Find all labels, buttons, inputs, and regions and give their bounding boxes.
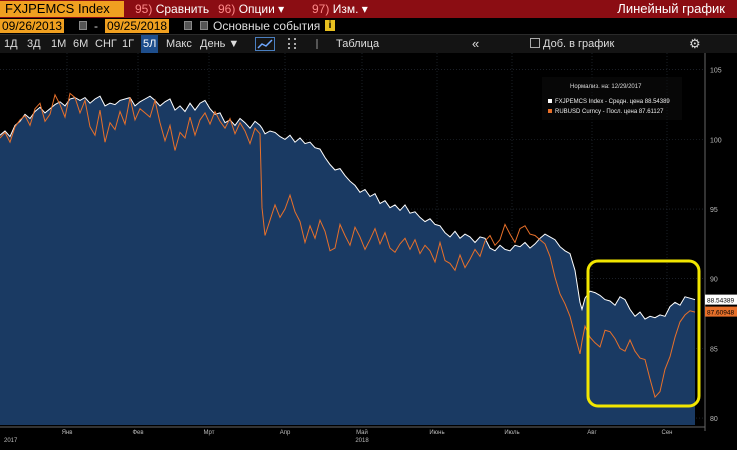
last-value-rubusd-box — [705, 306, 737, 317]
y-tick-label: 80 — [710, 416, 718, 423]
compare-button[interactable]: 95) Сравнить — [135, 2, 210, 16]
period-max[interactable]: Макс — [166, 38, 192, 50]
edit-button[interactable]: 97) Изм. ▾ — [312, 2, 368, 16]
y-tick-label: 105 — [710, 68, 722, 75]
highlight-box — [586, 259, 701, 408]
legend: Нормализ. на: 12/29/2017 FXJPEMCS Index … — [542, 77, 682, 120]
end-calendar-icon[interactable] — [184, 21, 192, 30]
y-tick-label: 90 — [710, 277, 718, 284]
legend-swatch-rubusd — [548, 109, 552, 113]
ticker-field[interactable]: FXJPEMCS Index — [0, 1, 124, 17]
x-tick-label: Сен — [662, 430, 673, 436]
y-tick-label: 100 — [710, 137, 722, 144]
chart-type-label[interactable]: Линейный график — [617, 1, 725, 16]
line-chart-icon[interactable] — [255, 37, 275, 51]
legend-background — [542, 77, 682, 120]
x-axis: Янв Фев Мрт Апр Май Июнь Июль Авг Сен 2017 2018 — [4, 429, 672, 444]
date-separator: - — [94, 19, 98, 33]
header-bar: FXJPEMCS Index 95) Сравнить 96) Опции ▾ … — [0, 0, 737, 18]
period-5y[interactable]: 5Л — [141, 35, 159, 53]
events-checkbox[interactable] — [200, 21, 208, 30]
legend-title: Нормализ. на: 12/29/2017 — [570, 84, 642, 90]
period-3d[interactable]: 3Д — [27, 38, 41, 50]
collapse-icon[interactable]: « — [472, 36, 480, 51]
y-axis: 80 85 90 95 100 105 — [710, 68, 722, 423]
gear-icon[interactable]: ⚙ — [689, 36, 701, 51]
toolbar: 1Д 3Д 1М 6М СНГ 1Г 5Л Макс День ▼ Таблиц… — [0, 34, 737, 54]
start-calendar-icon[interactable] — [79, 21, 87, 30]
last-value-rubusd: 87.60948 — [707, 310, 734, 317]
x-tick-label: Авг — [587, 430, 597, 436]
last-value-fxjpemcs-box — [705, 294, 737, 305]
legend-item-rubusd: RUBUSD Curncy - Посл. цена 87.61127 — [555, 109, 664, 115]
legend-item-fxjpemcs: FXJPEMCS Index - Средн. цена 88.54389 — [555, 99, 670, 105]
events-label: Основные события — [213, 19, 321, 33]
line-chart-glyph — [257, 39, 273, 49]
last-value-fxjpemcs: 88.54389 — [707, 298, 734, 305]
rubusd-line — [0, 92, 696, 399]
options-button[interactable]: 96) Опции ▾ — [218, 2, 285, 16]
date-range-bar: 09/26/2013 - 09/25/2018 Основные события… — [0, 18, 737, 34]
fxjpemcs-area — [0, 96, 695, 425]
chart-area: 80 85 90 95 100 105 Янв Фев Мрт Апр Май Июнь Июль Ав… — [0, 53, 737, 445]
table-button[interactable]: Таблица — [336, 38, 380, 50]
interval-select[interactable]: День ▼ — [200, 38, 240, 50]
y-tick-label: 95 — [710, 207, 718, 214]
info-icon[interactable]: i — [325, 20, 335, 31]
y-tick-label: 85 — [710, 346, 718, 353]
toolbar-divider — [316, 39, 318, 49]
x-tick-label: Янв — [62, 430, 73, 436]
x-tick-label: Апр — [280, 430, 291, 436]
add-chart-icon — [530, 38, 540, 48]
legend-swatch-fxjpemcs — [548, 99, 552, 103]
x-tick-label: Май — [356, 429, 368, 436]
fxjpemcs-line — [0, 95, 696, 320]
x-year-label: 2017 — [4, 438, 18, 444]
x-tick-label: Мрт — [204, 430, 215, 436]
x-year-label: 2018 — [355, 438, 369, 444]
last-value-labels: 88.54389 87.60948 — [705, 294, 737, 317]
bar-chart-icon[interactable] — [288, 38, 296, 49]
period-ytd[interactable]: СНГ — [95, 38, 117, 50]
start-date-field[interactable]: 09/26/2013 — [0, 19, 65, 33]
period-1m[interactable]: 1М — [51, 38, 67, 50]
period-6m[interactable]: 6М — [73, 38, 89, 50]
period-1d[interactable]: 1Д — [4, 38, 18, 50]
x-tick-label: Июль — [504, 430, 519, 436]
line-chart: 80 85 90 95 100 105 Янв Фев Мрт Апр Май Июнь Июль Ав… — [0, 53, 737, 445]
x-tick-label: Июнь — [429, 430, 444, 436]
period-1y[interactable]: 1Г — [122, 38, 135, 50]
x-tick-label: Фев — [132, 430, 143, 436]
add-to-chart-button[interactable]: Доб. в график — [543, 38, 615, 50]
end-date-field[interactable]: 09/25/2018 — [105, 19, 170, 33]
